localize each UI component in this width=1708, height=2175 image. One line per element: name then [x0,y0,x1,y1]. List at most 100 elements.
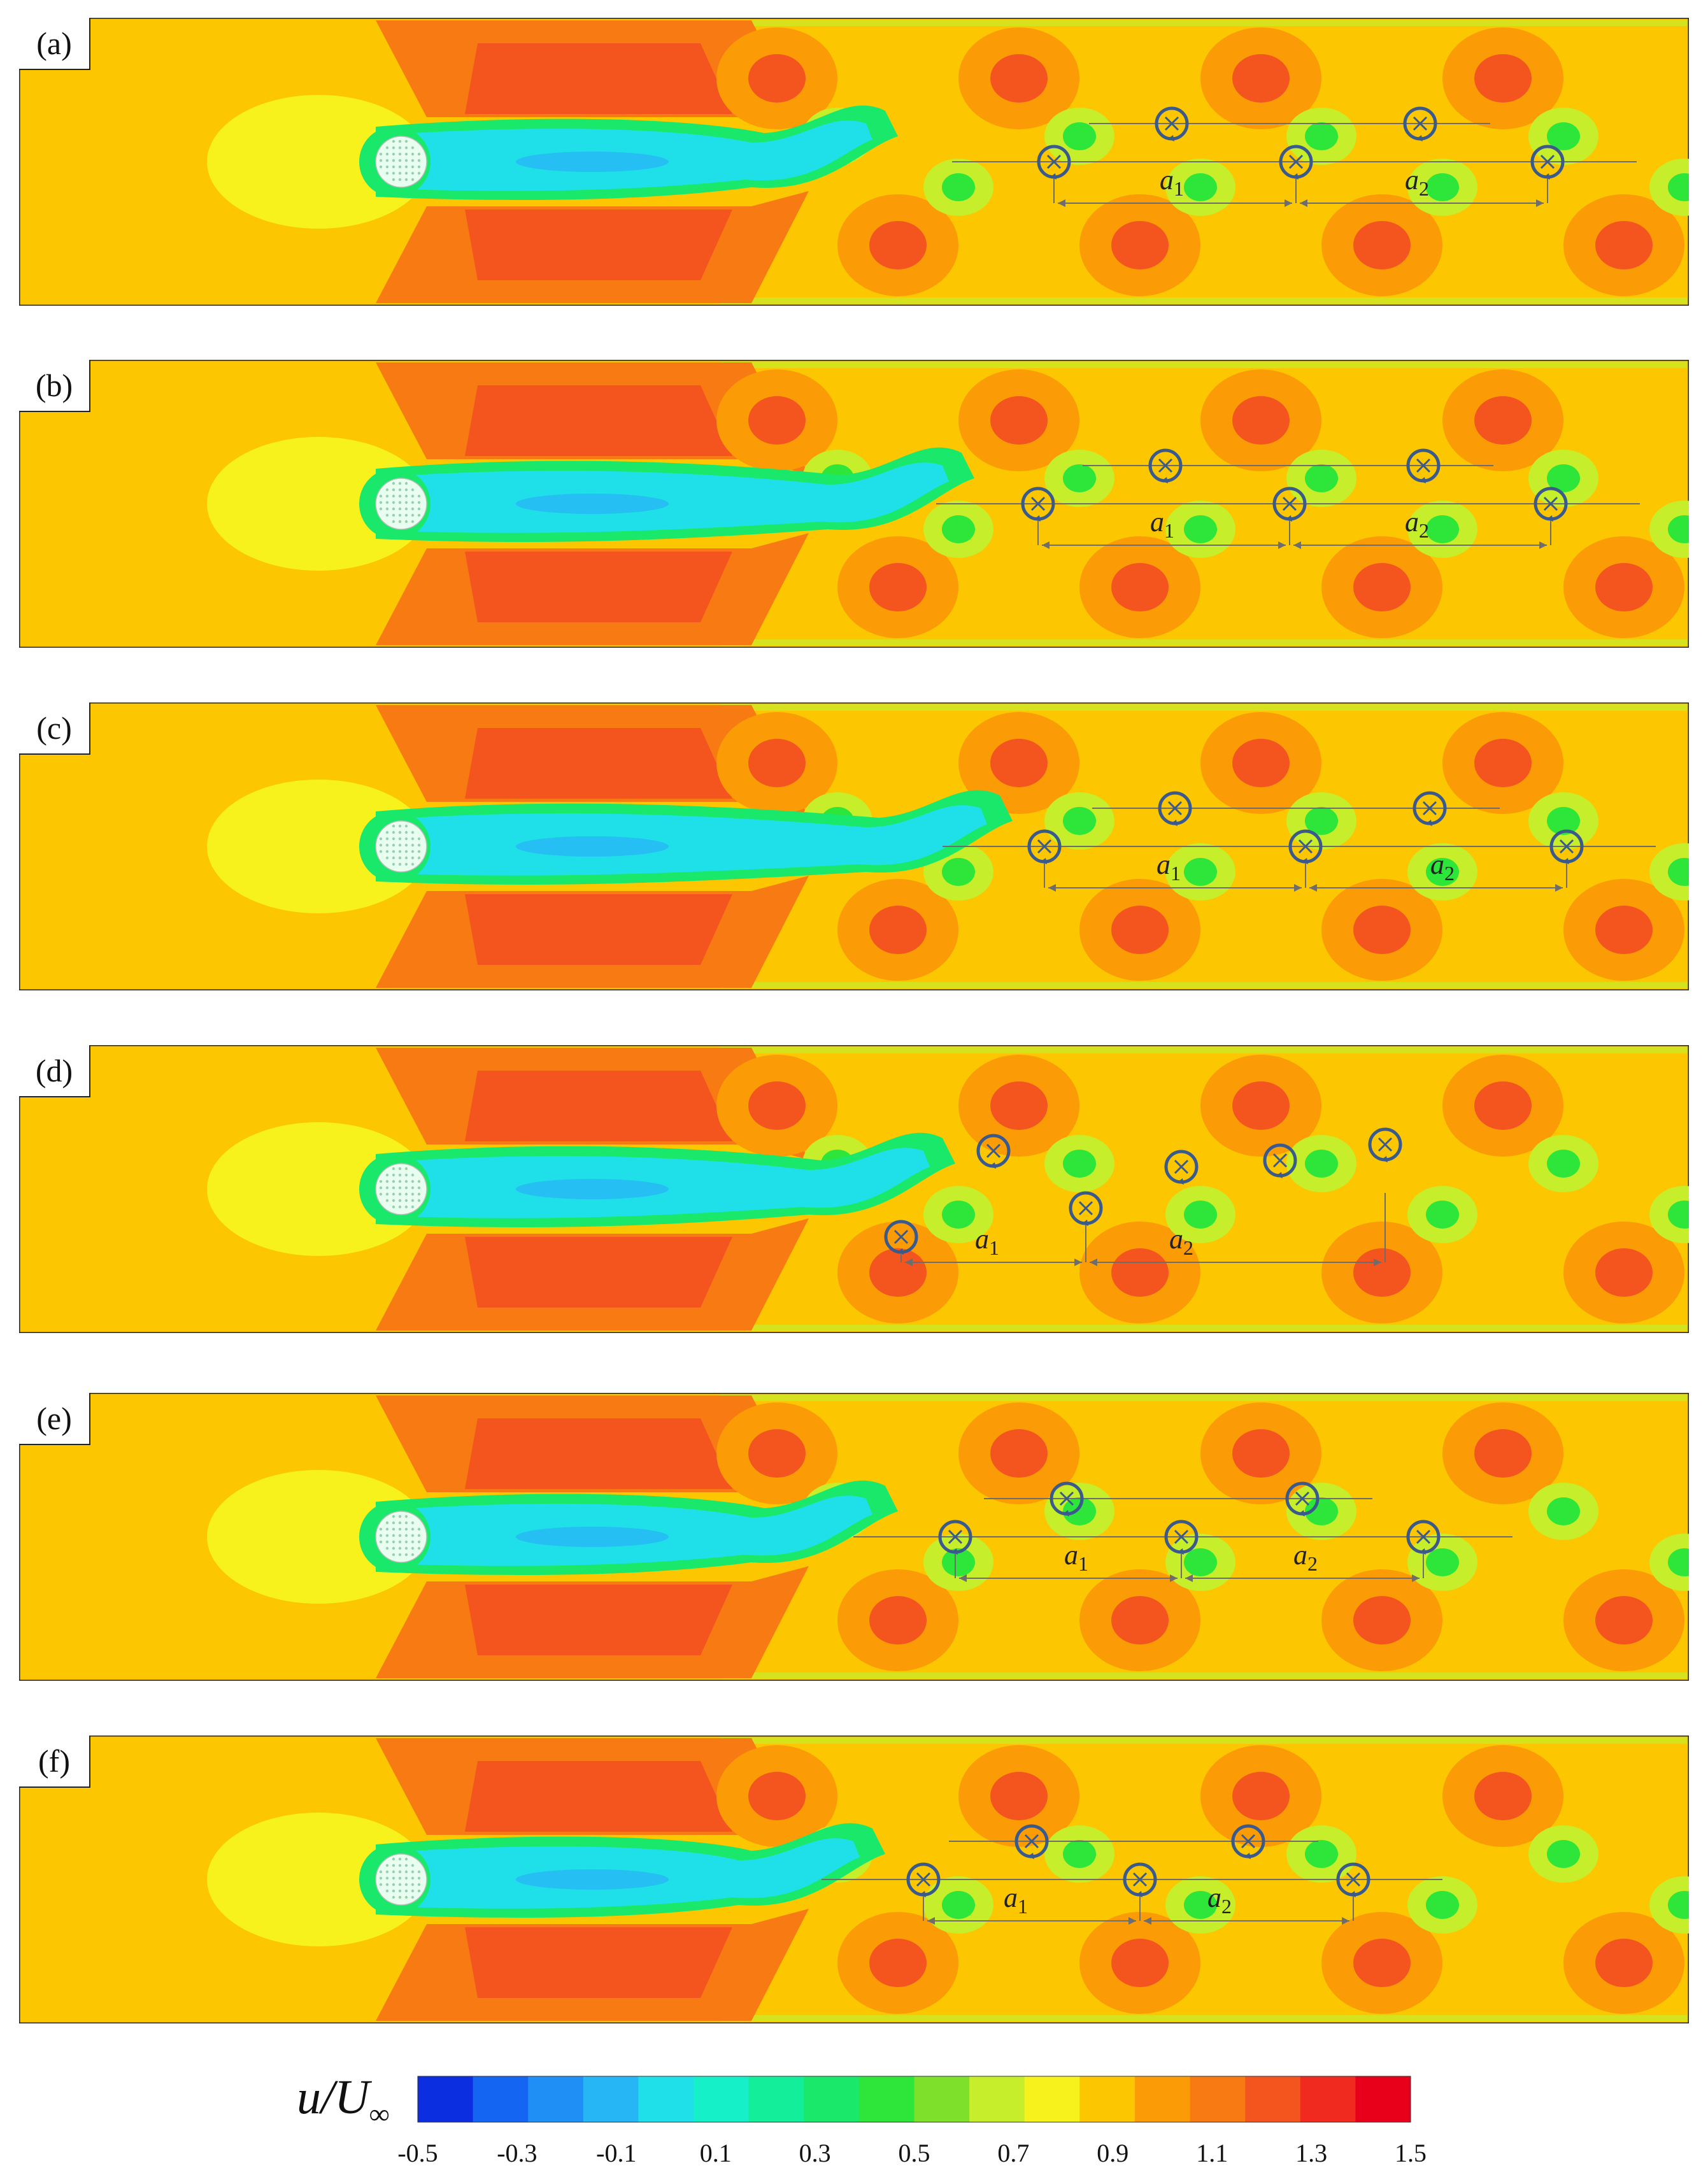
pore-dot [404,1199,408,1202]
pore-dot [404,824,408,828]
pore-dot [398,856,402,860]
pore-dot [411,165,415,169]
spacing-arrowhead [1293,541,1301,549]
pore-dot [411,494,415,498]
colorbar-frame [417,2076,1411,2123]
pore-dot [398,1192,402,1196]
vortex-cross [1282,496,1297,511]
pore-dot [398,178,402,182]
pore-dot [417,1889,421,1893]
pore-dot [417,856,421,860]
colorbar-swatch [748,2076,804,2122]
porous-cylinder [375,1511,427,1563]
pore-dot [411,159,415,162]
pore-dot [392,1546,395,1550]
pore-dot [385,1876,389,1880]
pore-dot [385,1199,389,1202]
pore-dot [411,843,415,847]
velocity-contour-e: a1 a2 [19,1393,1689,1681]
vortex-core [1232,1429,1290,1478]
colorbar-tick-label: 0.9 [1097,2139,1128,2167]
rotation-arrow [1063,1510,1069,1516]
panel-a: a1 a2 (a) [19,18,1689,306]
pore-dot [404,1864,408,1867]
vortex-core [869,563,927,611]
pore-dot [398,1883,402,1886]
low-speed-core [942,858,975,886]
pore-dot [411,171,415,175]
pore-dot [417,1199,421,1202]
panel-c: a1 a2 (c) [19,702,1689,990]
vortex-core [1111,1596,1169,1644]
low-speed-core [1184,1891,1217,1919]
pore-dot [398,1895,402,1899]
vortex-core [1595,563,1653,611]
pore-dot [411,1540,415,1544]
pore-dot [411,1864,415,1867]
pore-dot [411,1173,415,1177]
pore-dot [404,1540,408,1544]
vortex-core [1595,1248,1653,1297]
pore-dot [392,1864,395,1867]
bottom-wall-layer [720,982,1687,988]
vortex-core [1111,1939,1169,1987]
pore-dot [392,159,395,162]
colorbar-tick-label: 1.5 [1395,2139,1427,2167]
vortex-cross [1046,154,1062,169]
vortex-core [1232,396,1290,445]
rotation-arrow [897,1248,904,1255]
pore-dot [404,831,408,834]
wake-minimum [516,836,669,857]
colorbar-swatch [1300,2076,1356,2122]
vortex-core [990,739,1048,787]
pore-dot [398,1521,402,1525]
high-speed-core-lower [465,1585,732,1655]
velocity-contour-f: a1 a2 [19,1736,1689,2023]
pore-dot [379,159,383,162]
rotation-arrow [1162,477,1168,483]
pore-dot [385,1864,389,1867]
low-speed-core [1547,807,1580,835]
vortex-core [1111,1248,1169,1297]
pore-dot [404,1857,408,1861]
pore-dot [398,159,402,162]
top-wall-layer [720,20,1687,26]
pore-dot [392,856,395,860]
bottom-wall-layer [720,1672,1687,1679]
pore-dot [411,856,415,860]
pore-dot [392,843,395,847]
vortex-core [1595,1939,1653,1987]
colorbar-title-main: u/U [297,2071,369,2124]
colorbar-title: u/U∞ [297,2070,389,2130]
pore-dot [385,1527,389,1531]
vortex-cross [986,1143,1001,1159]
pore-dot [392,1527,395,1531]
vortex-core [869,1248,927,1297]
rotation-arrow [1544,173,1550,180]
velocity-contour-b: a1 a2 [19,360,1689,648]
pore-dot [385,171,389,175]
pore-dot [392,1857,395,1861]
pore-dot [392,1192,395,1196]
vortex-cross [1416,1529,1431,1544]
pore-dot [404,1167,408,1171]
vortex-cross [1298,839,1313,854]
pore-dot [385,831,389,834]
vortex-core [1353,221,1411,269]
spacing-arrowhead [1074,1259,1082,1266]
rotation-arrow [1244,1853,1251,1859]
bottom-wall-layer [720,639,1687,646]
pore-dot [398,1540,402,1544]
rotation-arrow [1082,1220,1088,1226]
pore-dot [404,1180,408,1183]
vortex-cross [1158,458,1173,473]
high-speed-core-upper [465,728,732,799]
pore-dot [417,494,421,498]
rotation-arrow [1286,515,1292,522]
colorbar-tick-label: 0.5 [899,2139,930,2167]
high-speed-core-upper [465,43,732,114]
pore-dot [392,165,395,169]
rotation-arrow [1420,1548,1426,1555]
rotation-arrow [1426,820,1432,826]
panel-label-d: (d) [19,1045,90,1097]
